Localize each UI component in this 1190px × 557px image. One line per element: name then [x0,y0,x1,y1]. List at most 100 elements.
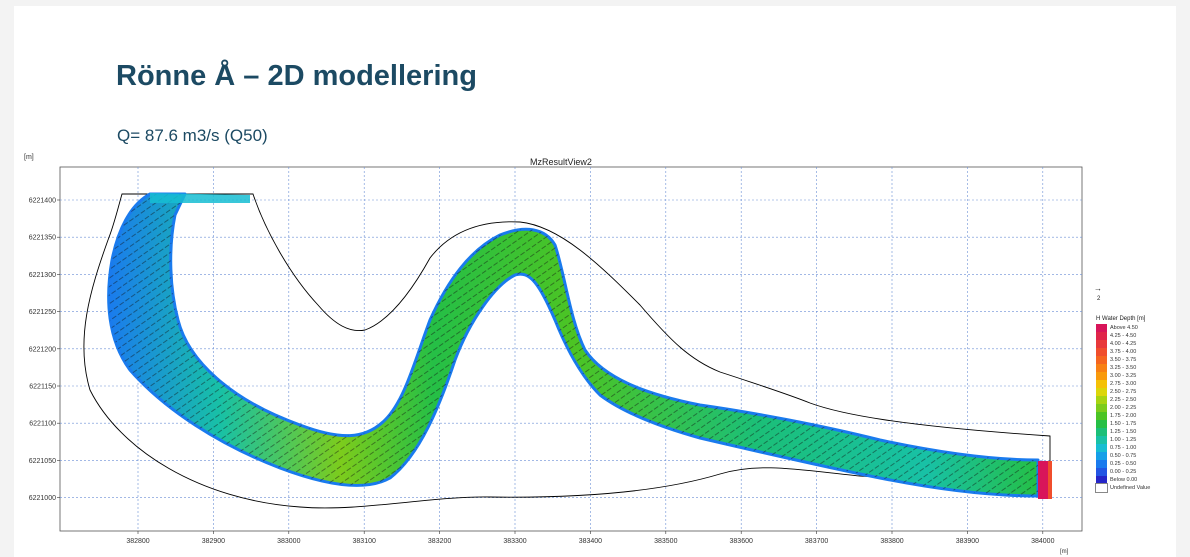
x-tick-label: 383500 [654,538,677,545]
legend-item: 0.25 - 0.50 [1096,460,1190,468]
legend-label: 2.00 - 2.25 [1110,405,1137,411]
x-unit-label: [m] [1060,549,1069,555]
legend-item: 1.50 - 1.75 [1096,420,1190,428]
legend-label: 4.25 - 4.50 [1110,333,1137,339]
x-axis-ticks: 382800 382900 383000 383100 383200 383300 3834… [126,531,1055,545]
x-tick-label: 383000 [277,538,300,545]
legend-swatch [1096,420,1107,428]
legend-item: 0.00 - 0.25 [1096,468,1190,476]
outflow-boundary-edge [1048,461,1052,499]
x-tick-label: 383100 [353,538,376,545]
legend-swatch [1096,428,1107,436]
legend-item: 3.75 - 4.00 [1096,348,1190,356]
legend-item: 2.50 - 2.75 [1096,388,1190,396]
legend-swatch [1096,404,1107,412]
upstream-inflow-area [150,193,250,203]
legend-item: 1.75 - 2.00 [1096,412,1190,420]
legend-item: 0.75 - 1.00 [1096,444,1190,452]
legend-label: 2.75 - 3.00 [1110,381,1137,387]
legend-swatch [1096,380,1107,388]
x-tick-label: 383600 [730,538,753,545]
y-tick-label: 6221350 [29,235,56,242]
legend-label: 1.00 - 1.25 [1110,437,1137,443]
y-unit-label: [m] [24,154,34,161]
legend-item: Below 0.00 [1096,476,1190,484]
x-tick-label: 383200 [428,538,451,545]
y-tick-label: 6221400 [29,198,56,205]
legend-label: 3.75 - 4.00 [1110,349,1137,355]
legend-item: 3.50 - 3.75 [1096,356,1190,364]
x-tick-label: 383900 [956,538,979,545]
y-tick-label: 6221050 [29,458,56,465]
y-tick-label: 6221100 [29,421,56,428]
x-tick-label: 382800 [126,538,149,545]
legend-label: Undefined Value [1110,485,1151,491]
y-tick-label: 6221250 [29,309,56,316]
legend-item: 2.25 - 2.50 [1096,396,1190,404]
y-tick-label: 6221300 [29,272,56,279]
legend-item: 2.75 - 3.00 [1096,380,1190,388]
legend-label: 0.50 - 0.75 [1110,453,1137,459]
discharge-subtitle: Q= 87.6 m3/s (Q50) [117,126,268,145]
x-tick-label: 383800 [880,538,903,545]
legend-label: 2.50 - 2.75 [1110,389,1137,395]
model-domain-boundary [83,193,1051,509]
vector-scale-arrow: → [1094,284,1102,293]
x-tick-label: 383400 [579,538,602,545]
legend-item: 3.25 - 3.50 [1096,364,1190,372]
legend-swatch [1096,348,1107,356]
outflow-boundary [1038,461,1051,499]
legend-label: 4.00 - 4.25 [1110,341,1137,347]
legend-item: Undefined Value [1095,483,1190,493]
legend-label: 0.00 - 0.25 [1110,469,1137,475]
x-tick-label: 382900 [202,538,225,545]
y-tick-label: 6221000 [29,495,56,502]
y-axis-ticks: 6221400 6221350 6221300 6221250 6221200 62211… [29,198,60,502]
legend-label: 2.25 - 2.50 [1110,397,1137,403]
y-tick-label: 6221150 [29,384,56,391]
legend-item: 3.00 - 3.25 [1096,372,1190,380]
legend-item: 4.25 - 4.50 [1096,332,1190,340]
legend-item: 0.50 - 0.75 [1096,452,1190,460]
legend-label: 3.25 - 3.50 [1110,365,1137,371]
legend-swatch [1096,444,1107,452]
legend-label: Above 4.50 [1110,325,1138,331]
x-tick-label: 384000 [1031,538,1054,545]
legend-label: 1.75 - 2.00 [1110,413,1137,419]
legend-swatch [1096,396,1107,404]
legend-swatch [1096,332,1107,340]
legend-item: 2.00 - 2.25 [1096,404,1190,412]
legend-swatch [1096,476,1107,484]
legend-item: 4.00 - 4.25 [1096,340,1190,348]
velocity-vectors [108,194,1038,496]
legend-label: 1.50 - 1.75 [1110,421,1137,427]
legend-swatch [1095,483,1108,493]
legend-swatch [1096,388,1107,396]
legend-items: Above 4.50 4.25 - 4.50 4.00 - 4.25 3.75 - 4… [1095,324,1190,493]
y-tick-label: 6221200 [29,346,56,353]
legend-label: 3.00 - 3.25 [1110,373,1137,379]
legend-label: Below 0.00 [1110,477,1138,483]
vector-scale-label: 2 [1097,296,1101,302]
slide-title: Rönne Å – 2D modellering [116,60,477,92]
legend-title: H Water Depth [m] [1096,316,1146,322]
legend-item: 1.00 - 1.25 [1096,436,1190,444]
legend-swatch [1096,356,1107,364]
legend-label: 3.50 - 3.75 [1110,357,1137,363]
legend-label: 1.25 - 1.50 [1110,429,1137,435]
legend-swatch [1096,340,1107,348]
legend-label: 0.75 - 1.00 [1110,445,1137,451]
legend-item: Above 4.50 [1096,324,1190,332]
x-tick-label: 383700 [805,538,828,545]
legend-label: 0.25 - 0.50 [1110,461,1137,467]
water-depth-legend: H Water Depth [m] Above 4.50 4.25 - 4.50 4… [1095,316,1190,493]
legend-swatch [1096,468,1107,476]
legend-swatch [1096,324,1107,332]
legend-swatch [1096,460,1107,468]
legend-swatch [1096,452,1107,460]
legend-swatch [1096,412,1107,420]
legend-swatch [1096,364,1107,372]
legend-swatch [1096,436,1107,444]
legend-item: 1.25 - 1.50 [1096,428,1190,436]
